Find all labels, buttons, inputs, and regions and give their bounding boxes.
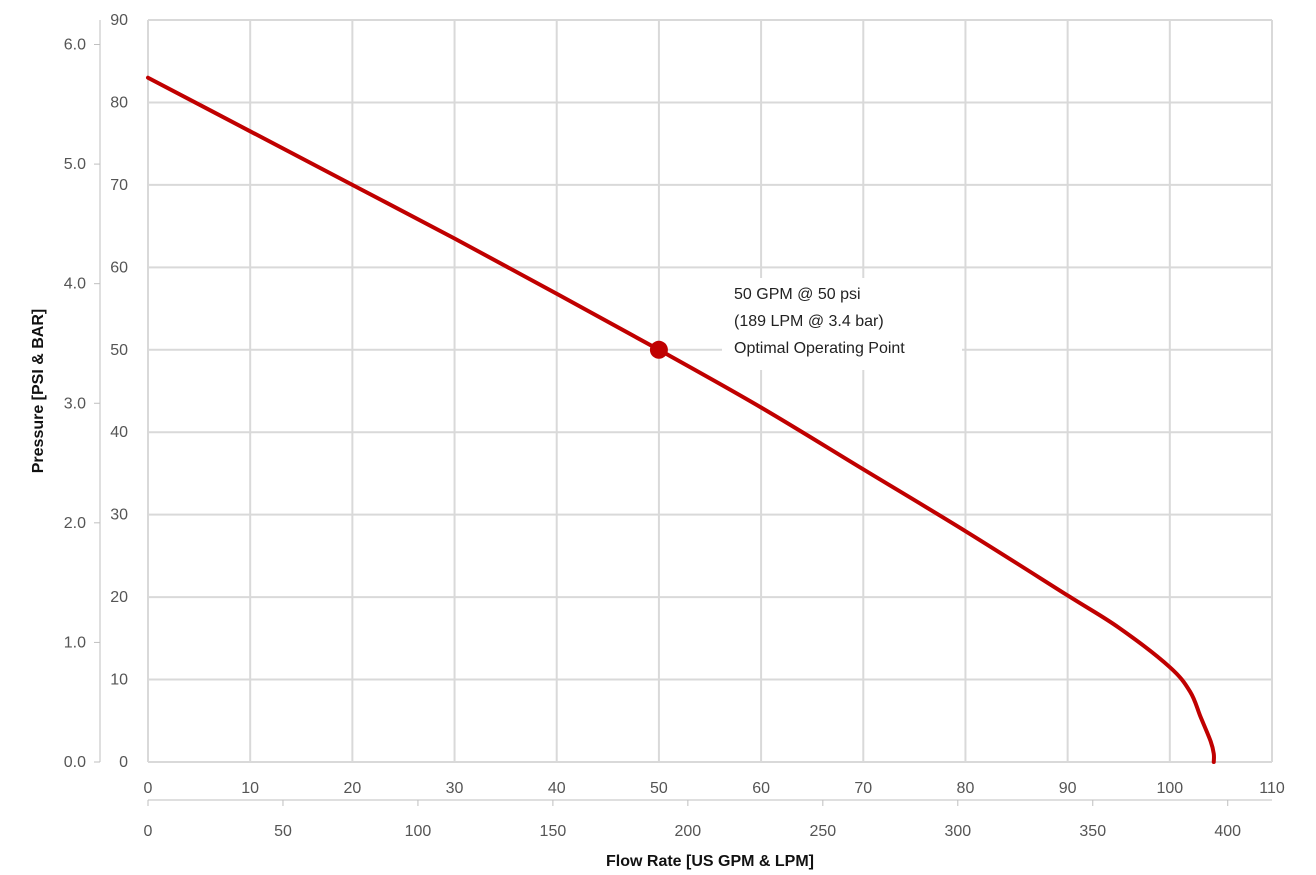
x-tick-label-gpm: 20 (343, 780, 361, 797)
y-tick-label-bar: 6.0 (64, 37, 86, 54)
y-tick-label-psi: 30 (110, 507, 128, 524)
x-tick-label-gpm: 110 (1259, 780, 1285, 797)
annotation-line-1: 50 GPM @ 50 psi (734, 286, 861, 303)
gridlines (147, 19, 1273, 801)
x-tick-label-gpm: 80 (957, 780, 975, 797)
y-axis-psi-ticks: 0 10 20 30 40 50 60 70 80 90 (110, 12, 128, 771)
y-tick-label-bar: 4.0 (64, 276, 86, 293)
x-tick-label-lpm: 200 (675, 823, 702, 840)
x-tick-label-lpm: 400 (1214, 823, 1241, 840)
annotation-line-3: Optimal Operating Point (734, 340, 905, 357)
x-tick-label-gpm: 90 (1059, 780, 1077, 797)
x-tick-label-lpm: 0 (144, 823, 153, 840)
y-axis-title: Pressure [PSI & BAR] (30, 309, 47, 474)
series-group (146, 75, 1216, 764)
y-tick-label-bar: 3.0 (64, 395, 86, 412)
annotation-group: 50 GPM @ 50 psi (189 LPM @ 3.4 bar) Opti… (722, 278, 962, 370)
x-tick-label-gpm: 30 (446, 780, 464, 797)
annotation-background (722, 278, 962, 370)
x-tick-label-lpm: 300 (944, 823, 971, 840)
x-tick-label-gpm: 10 (241, 780, 259, 797)
operating-point-marker (649, 340, 668, 359)
x-axis-lpm-ticks: 0 50 100 150 200 250 300 350 400 (144, 800, 1241, 840)
y-tick-label-psi: 60 (110, 259, 128, 276)
y-tick-label-psi: 80 (110, 94, 128, 111)
x-tick-label-gpm: 60 (752, 780, 770, 797)
x-tick-label-lpm: 100 (405, 823, 432, 840)
y-tick-label-bar: 5.0 (64, 156, 86, 173)
y-tick-label-psi: 20 (110, 589, 128, 606)
x-tick-label-gpm: 40 (548, 780, 566, 797)
y-tick-label-psi: 70 (110, 177, 128, 194)
x-axis-title: Flow Rate [US GPM & LPM] (606, 853, 814, 870)
y-tick-label-psi: 50 (110, 342, 128, 359)
x-tick-label-gpm: 100 (1156, 780, 1183, 797)
x-tick-label-lpm: 150 (540, 823, 567, 840)
y-tick-label-psi: 40 (110, 424, 128, 441)
y-tick-label-psi: 10 (110, 672, 128, 689)
y-tick-label-psi: 0 (119, 754, 128, 771)
x-axis-gpm-ticks: 0 10 20 30 40 50 60 70 80 90 100 110 (144, 780, 1285, 797)
x-tick-label-lpm: 350 (1079, 823, 1106, 840)
y-tick-label-bar: 1.0 (64, 634, 86, 651)
y-tick-label-bar: 0.0 (64, 754, 86, 771)
y-tick-label-psi: 90 (110, 12, 128, 29)
series-line-pump-curve (146, 75, 1216, 764)
x-tick-label-gpm: 50 (650, 780, 668, 797)
x-tick-label-lpm: 50 (274, 823, 292, 840)
y-axis-bar-ticks: 0.0 1.0 2.0 3.0 4.0 5.0 6.0 (64, 20, 101, 771)
annotation-line-2: (189 LPM @ 3.4 bar) (734, 313, 884, 330)
y-tick-label-bar: 2.0 (64, 515, 86, 532)
x-tick-label-gpm: 0 (144, 780, 153, 797)
x-tick-label-lpm: 250 (809, 823, 836, 840)
x-tick-label-gpm: 70 (854, 780, 872, 797)
